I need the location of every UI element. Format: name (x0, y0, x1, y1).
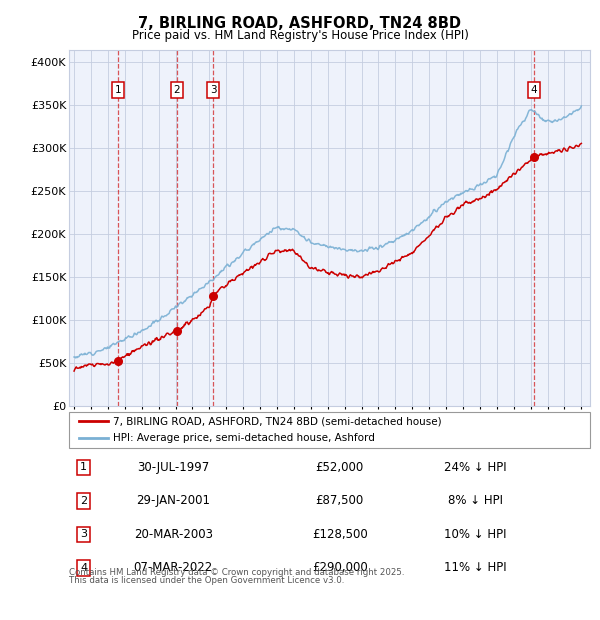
Text: HPI: Average price, semi-detached house, Ashford: HPI: Average price, semi-detached house,… (113, 433, 375, 443)
Text: 29-JAN-2001: 29-JAN-2001 (136, 495, 210, 507)
Text: Contains HM Land Registry data © Crown copyright and database right 2025.: Contains HM Land Registry data © Crown c… (69, 567, 404, 577)
Text: 7, BIRLING ROAD, ASHFORD, TN24 8BD: 7, BIRLING ROAD, ASHFORD, TN24 8BD (139, 16, 461, 30)
Text: 4: 4 (80, 563, 87, 573)
FancyBboxPatch shape (69, 412, 590, 448)
Text: £128,500: £128,500 (312, 528, 368, 541)
Text: 30-JUL-1997: 30-JUL-1997 (137, 461, 209, 474)
Text: £52,000: £52,000 (316, 461, 364, 474)
Text: 24% ↓ HPI: 24% ↓ HPI (444, 461, 506, 474)
Text: £87,500: £87,500 (316, 495, 364, 507)
Text: 2: 2 (80, 496, 87, 506)
Text: Price paid vs. HM Land Registry's House Price Index (HPI): Price paid vs. HM Land Registry's House … (131, 29, 469, 42)
Text: 8% ↓ HPI: 8% ↓ HPI (448, 495, 503, 507)
Text: 4: 4 (530, 85, 537, 95)
Text: 3: 3 (80, 529, 87, 539)
Text: 2: 2 (173, 85, 180, 95)
Text: 3: 3 (210, 85, 217, 95)
Text: £290,000: £290,000 (312, 562, 368, 574)
Text: 1: 1 (80, 463, 87, 472)
Text: 7, BIRLING ROAD, ASHFORD, TN24 8BD (semi-detached house): 7, BIRLING ROAD, ASHFORD, TN24 8BD (semi… (113, 417, 442, 427)
Text: This data is licensed under the Open Government Licence v3.0.: This data is licensed under the Open Gov… (69, 575, 344, 585)
Text: 07-MAR-2022: 07-MAR-2022 (134, 562, 213, 574)
Text: 20-MAR-2003: 20-MAR-2003 (134, 528, 212, 541)
Text: 11% ↓ HPI: 11% ↓ HPI (444, 562, 506, 574)
Text: 1: 1 (115, 85, 121, 95)
Text: 10% ↓ HPI: 10% ↓ HPI (444, 528, 506, 541)
